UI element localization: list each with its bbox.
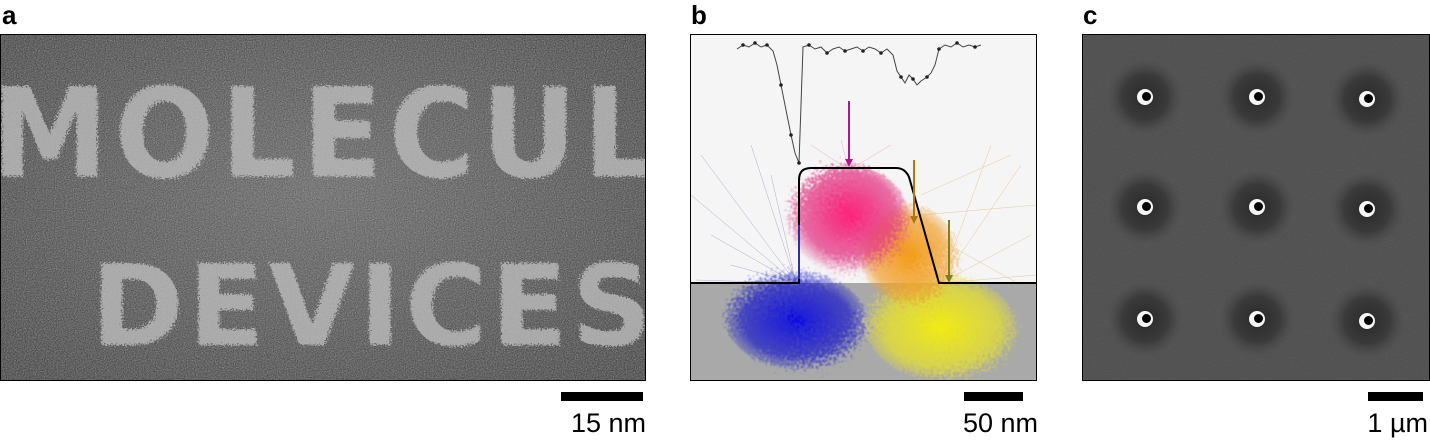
- hole-array-micrograph: [1083, 35, 1429, 380]
- panel-a-label: a: [2, 0, 17, 30]
- panel-c-label: c: [1083, 0, 1098, 30]
- electron-scattering-simulation: [691, 41, 1036, 380]
- hole-grid: [1107, 59, 1405, 359]
- panel-a-scale-bar: [561, 392, 643, 401]
- panel-b-scale-bar: [964, 392, 1023, 401]
- panel-c-scale-text: 1 µm: [1367, 408, 1428, 438]
- panel-b-label: b: [691, 0, 707, 30]
- panel-b-image: [690, 34, 1037, 381]
- panel-c-scale-bar: [1368, 392, 1423, 401]
- molecular-devices-micrograph: MOLECULAR DEVICES: [1, 35, 645, 380]
- panel-a-image: MOLECULAR DEVICES: [0, 34, 646, 381]
- panel-c-image: [1082, 34, 1430, 381]
- structure-outline: [691, 167, 1036, 284]
- panel-a-scale-text: 15 nm: [570, 408, 646, 438]
- panel-b-scale-text: 50 nm: [962, 408, 1038, 438]
